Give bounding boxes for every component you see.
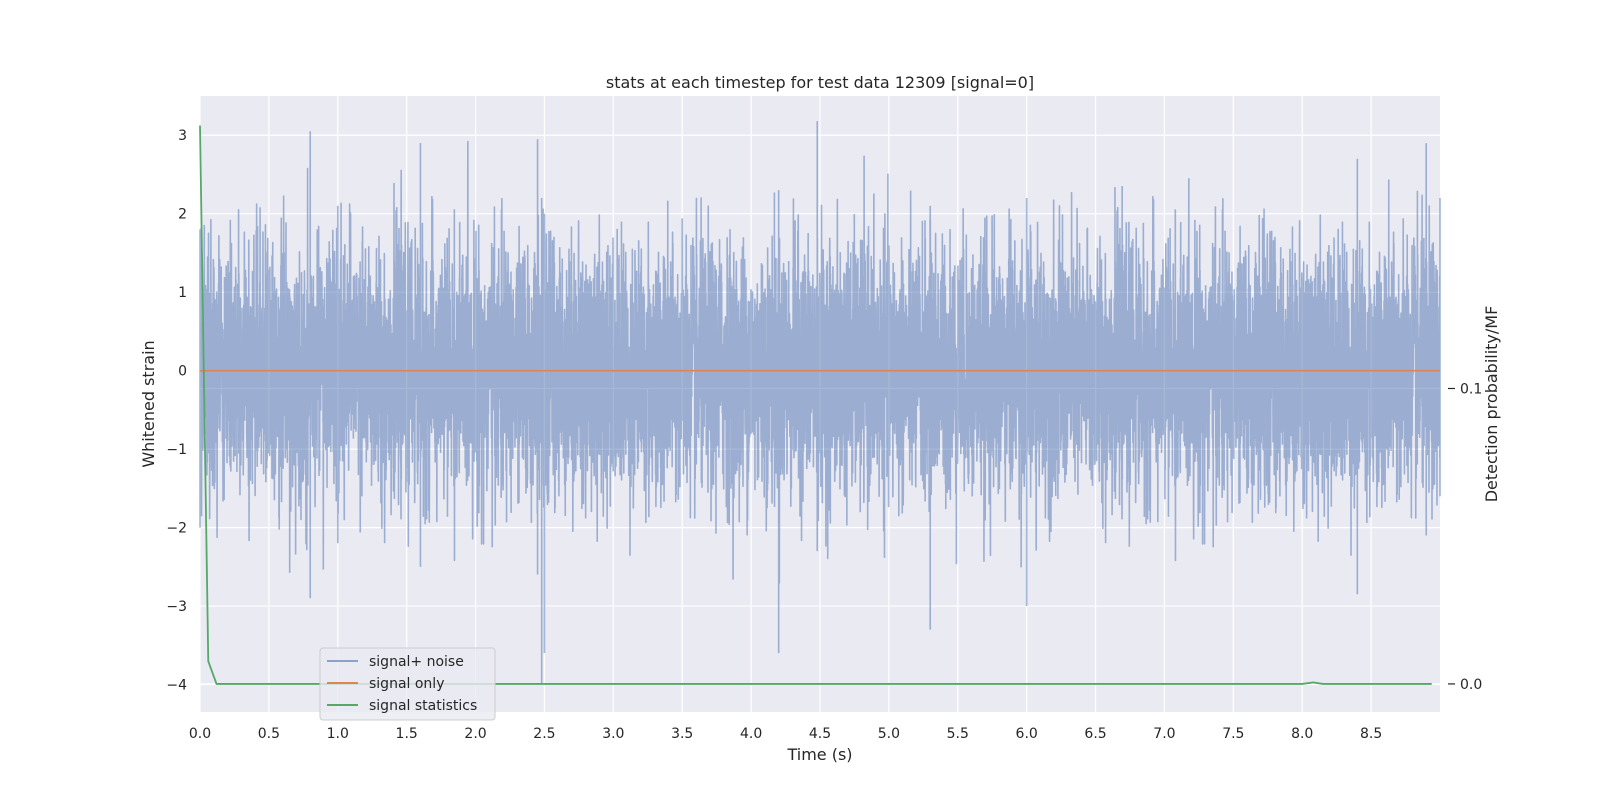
x-tick-label: 7.5 bbox=[1222, 726, 1244, 742]
x-tick-label: 1.5 bbox=[396, 726, 418, 742]
legend-label-signal-statistics: signal statistics bbox=[369, 698, 477, 714]
y-tick-label: 0 bbox=[178, 364, 187, 380]
x-tick-label: 0.5 bbox=[258, 726, 280, 742]
x-tick-label: 3.5 bbox=[671, 726, 693, 742]
y-tick-label: −1 bbox=[166, 442, 187, 458]
x-tick-label: 8.5 bbox=[1360, 726, 1382, 742]
x-tick-label: 5.5 bbox=[947, 726, 969, 742]
x-tick-label: 6.0 bbox=[1016, 726, 1038, 742]
x-tick-label: 4.0 bbox=[740, 726, 762, 742]
y-tick-label: −2 bbox=[166, 521, 187, 537]
y-tick-label: −4 bbox=[166, 678, 187, 694]
legend: signal+ noise signal only signal statist… bbox=[319, 647, 496, 721]
x-tick-label: 2.5 bbox=[533, 726, 555, 742]
chart-title: stats at each timestep for test data 123… bbox=[606, 73, 1034, 92]
legend-frame bbox=[319, 647, 496, 721]
x-tick-label: 4.5 bbox=[809, 726, 831, 742]
y-axis-right-ticks: 0.0 0.1 bbox=[1448, 381, 1482, 693]
y-tick-label: 3 bbox=[178, 128, 187, 144]
legend-label-signal-noise: signal+ noise bbox=[369, 654, 464, 670]
y-tick-label: −3 bbox=[166, 599, 187, 615]
y-tick-label: 2 bbox=[178, 207, 187, 223]
y-axis-right-label: Detection probability/MF bbox=[1482, 306, 1501, 503]
x-tick-label: 5.0 bbox=[878, 726, 900, 742]
x-axis-ticks: 0.0 0.5 1.0 1.5 2.0 2.5 3.0 3.5 4.0 4.5 5.0 5.5 6.0 6… bbox=[189, 726, 1382, 742]
y-tick-label: 1 bbox=[178, 285, 187, 301]
series-signal-statistics-line bbox=[199, 125, 1432, 685]
y-right-tick-label: 0.1 bbox=[1460, 381, 1482, 397]
x-axis-label: Time (s) bbox=[786, 745, 852, 764]
series-layer bbox=[199, 121, 1441, 685]
x-tick-label: 7.0 bbox=[1153, 726, 1175, 742]
y-axis-ticks: −4 −3 −2 −1 0 1 2 3 bbox=[166, 128, 187, 693]
y-right-tick-label: 0.0 bbox=[1460, 677, 1482, 693]
x-tick-label: 0.0 bbox=[189, 726, 211, 742]
x-tick-label: 2.0 bbox=[464, 726, 486, 742]
legend-label-signal-only: signal only bbox=[369, 676, 444, 692]
x-tick-label: 6.5 bbox=[1084, 726, 1106, 742]
series-signal-noise-line bbox=[199, 121, 1441, 685]
x-tick-label: 3.0 bbox=[602, 726, 624, 742]
x-tick-label: 1.0 bbox=[327, 726, 349, 742]
y-axis-label: Whitened strain bbox=[139, 340, 158, 467]
x-tick-label: 8.0 bbox=[1291, 726, 1313, 742]
